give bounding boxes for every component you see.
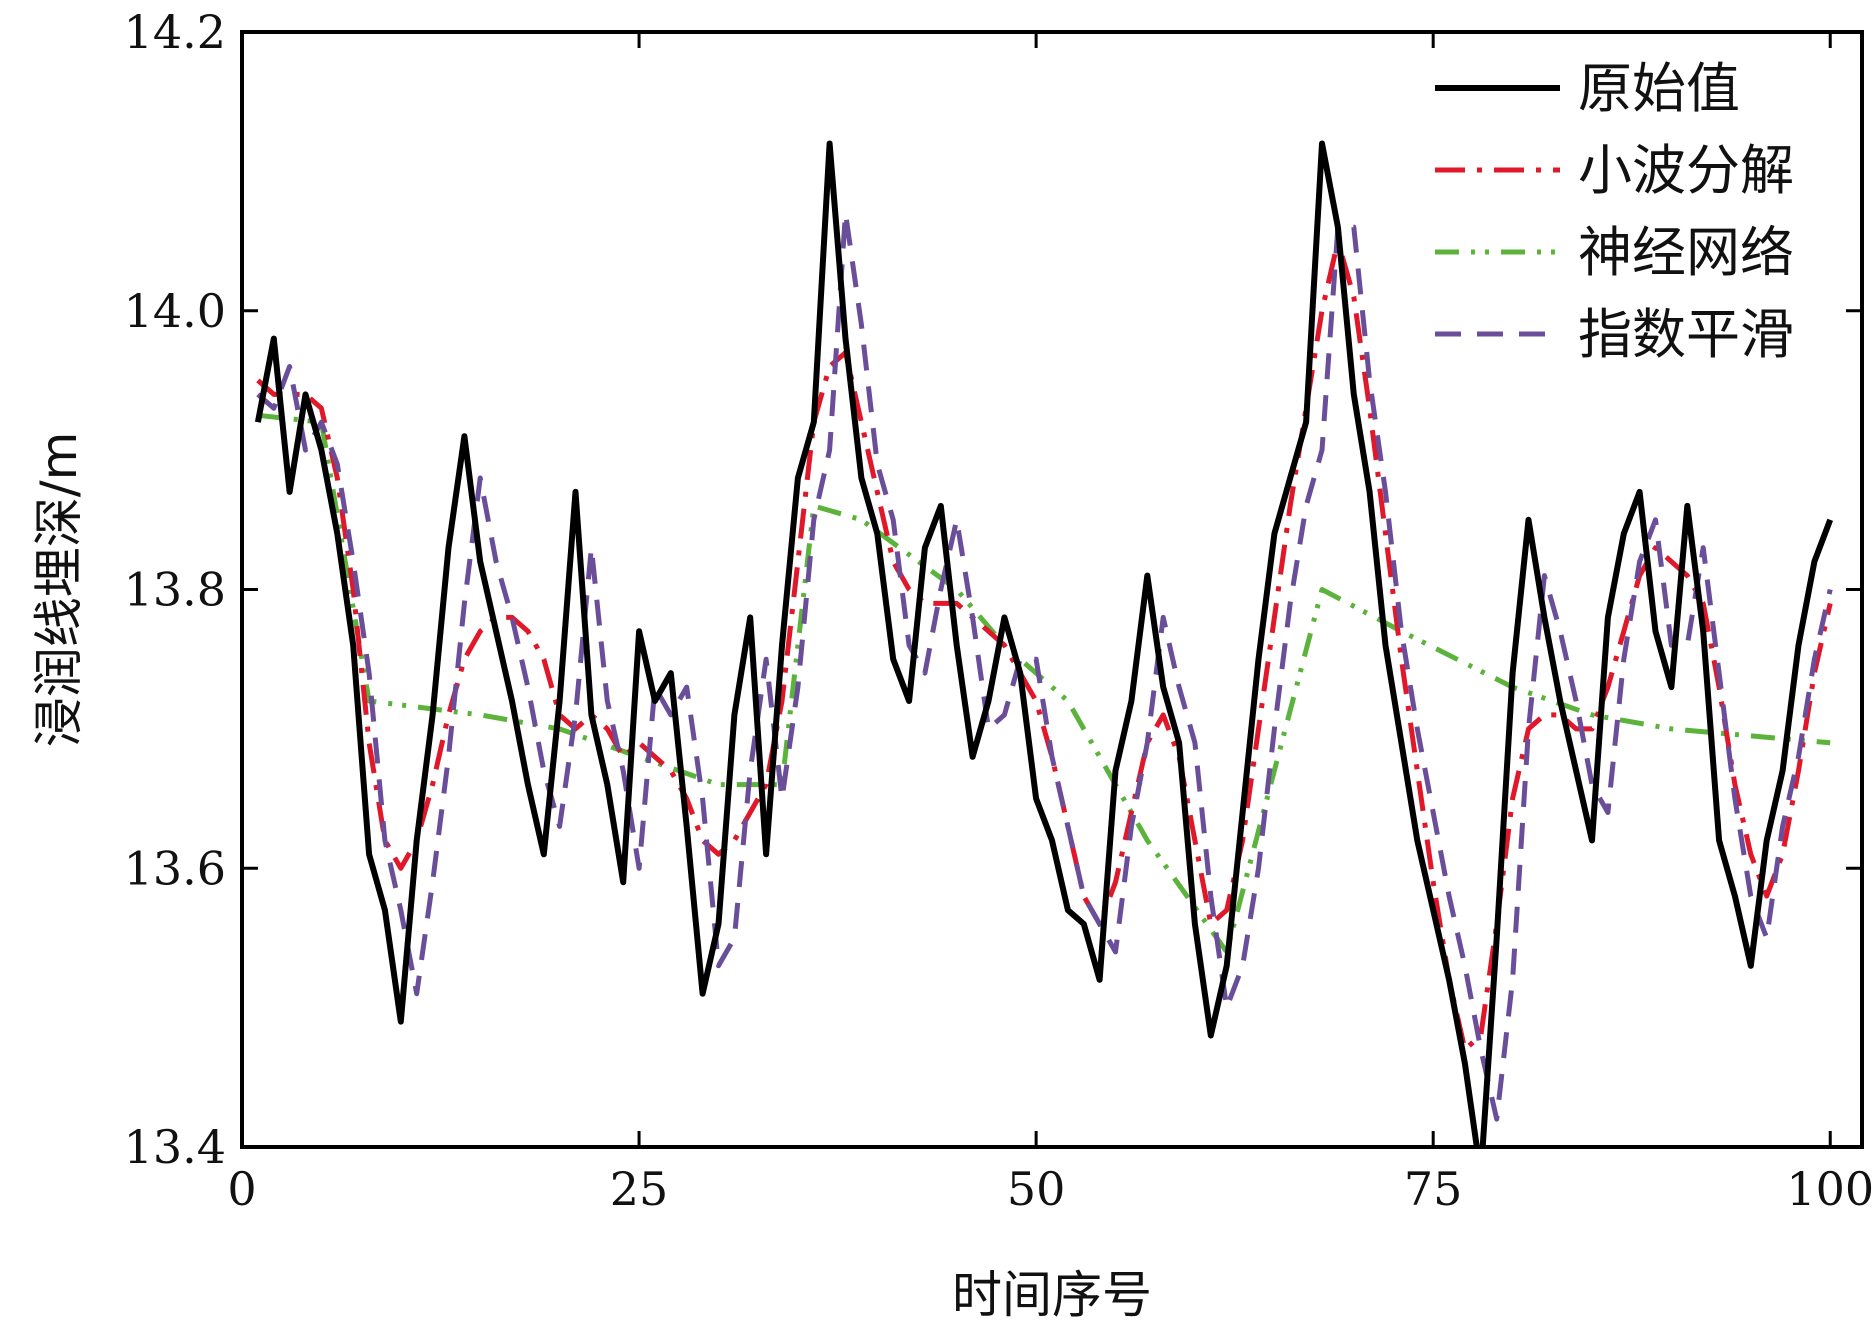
legend-label-1: 原始值 xyxy=(1578,57,1740,120)
legend-label-2: 小波分解 xyxy=(1578,139,1794,202)
x-tick-label: 25 xyxy=(610,1162,669,1216)
x-tick-label: 50 xyxy=(1007,1162,1066,1216)
x-tick-label: 100 xyxy=(1786,1162,1872,1216)
y-tick-label: 14.2 xyxy=(124,5,226,59)
series-line-4 xyxy=(256,210,1833,1122)
legend-label-4: 指数平滑 xyxy=(1578,303,1794,366)
legend-label-3: 神经网络 xyxy=(1578,221,1794,284)
y-axis-title: 浸润线埋深/m xyxy=(30,432,88,748)
y-tick-label: 13.8 xyxy=(124,563,226,617)
x-tick-label: 0 xyxy=(227,1162,256,1216)
series-layer xyxy=(254,140,1834,1147)
y-tick-label: 13.6 xyxy=(124,841,226,895)
ticks-layer: 0 25 50 75 100 13.4 13.6 13.8 14.0 14.2 xyxy=(124,5,1872,1216)
x-tick-label: 75 xyxy=(1404,1162,1463,1216)
series-line-2 xyxy=(256,238,1833,1052)
y-tick-label: 13.4 xyxy=(124,1120,226,1174)
x-axis-title: 时间序号 xyxy=(952,1266,1152,1324)
series-line-1 xyxy=(254,140,1834,1147)
y-tick-label: 14.0 xyxy=(124,284,226,338)
series-line-3 xyxy=(257,412,1831,955)
